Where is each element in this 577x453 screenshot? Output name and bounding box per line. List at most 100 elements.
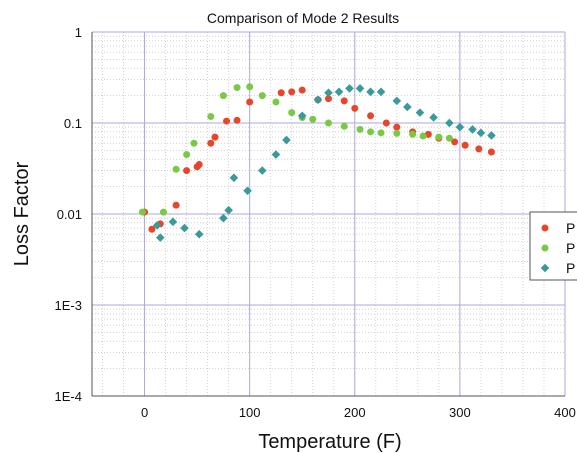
series-1-point-17 <box>367 128 375 136</box>
series-2-point-27 <box>476 128 486 138</box>
series-0-point-7 <box>207 139 215 147</box>
series-0-point-9 <box>223 117 231 125</box>
series-1-point-0 <box>138 208 146 216</box>
series-2-point-15 <box>334 87 344 97</box>
series-0-point-23 <box>424 130 432 138</box>
series-2-point-6 <box>224 205 233 215</box>
series-0-point-6 <box>195 160 203 168</box>
x-tick-label-100: 100 <box>239 405 261 420</box>
series-0-point-17 <box>340 97 348 105</box>
series-1-point-20 <box>409 130 417 138</box>
legend: PPP <box>529 211 577 281</box>
chart-title: Comparison of Mode 2 Results <box>207 10 399 26</box>
series-2-point-7 <box>229 173 239 183</box>
series-2-point-24 <box>445 118 454 128</box>
series-0-point-13 <box>288 88 296 96</box>
legend-marker-1 <box>541 244 549 252</box>
series-0-point-26 <box>461 141 469 149</box>
legend-label-1: P <box>566 240 575 256</box>
series-1-point-6 <box>219 92 227 100</box>
series-0-point-19 <box>367 112 375 120</box>
data-marks <box>138 83 496 242</box>
y-tick-label-1: 1E-3 <box>55 298 82 313</box>
series-2-point-19 <box>376 87 386 97</box>
series-2-point-17 <box>355 84 365 93</box>
series-2-point-20 <box>392 96 402 106</box>
series-1-point-9 <box>258 92 266 100</box>
series-1-point-7 <box>233 84 241 92</box>
series-1-point-23 <box>445 134 453 142</box>
series-1-point-10 <box>272 98 280 106</box>
series-2-point-25 <box>455 122 465 132</box>
series-1-point-21 <box>419 132 427 140</box>
series-2-point-12 <box>297 111 307 121</box>
y-tick-label-0: 1E-4 <box>55 389 82 404</box>
legend-marker-2 <box>540 263 550 273</box>
series-2-point-4 <box>194 229 204 239</box>
legend-marker-0 <box>541 224 549 232</box>
series-0-point-11 <box>246 98 254 106</box>
series-0-point-18 <box>351 104 359 112</box>
y-tick-label-4: 1 <box>75 25 82 40</box>
series-1 <box>138 83 453 216</box>
series-2-point-21 <box>403 102 412 112</box>
series-0-point-25 <box>451 138 459 146</box>
series-2-point-16 <box>345 84 354 93</box>
series-2 <box>152 84 496 242</box>
series-0-point-1 <box>148 225 156 233</box>
series-1-point-1 <box>159 208 167 216</box>
series-2-point-0 <box>152 221 162 230</box>
series-1-point-19 <box>393 129 401 137</box>
series-0-point-10 <box>233 116 241 124</box>
series-0-point-28 <box>487 148 495 156</box>
series-1-point-15 <box>340 122 348 130</box>
legend-label-0: P <box>566 220 575 236</box>
series-2-point-23 <box>429 113 438 122</box>
legend-box <box>529 211 577 281</box>
series-0-point-27 <box>475 145 483 153</box>
series-0-point-8 <box>211 133 219 141</box>
series-2-point-18 <box>366 87 375 97</box>
series-1-point-16 <box>356 125 364 133</box>
series-0-point-14 <box>298 86 306 94</box>
x-axis-title: Temperature (F) <box>258 431 401 453</box>
x-tick-label-200: 200 <box>344 405 366 420</box>
grid <box>92 31 566 397</box>
series-2-point-1 <box>156 233 165 242</box>
series-2-point-22 <box>415 108 425 117</box>
series-2-point-10 <box>271 150 281 159</box>
series-2-point-13 <box>313 95 323 105</box>
series-1-point-2 <box>172 165 180 173</box>
series-1-point-8 <box>246 83 254 91</box>
series-1-point-11 <box>288 109 296 117</box>
series-2-point-26 <box>468 125 477 134</box>
legend-label-2: P <box>566 260 575 276</box>
y-axis-title: Loss Factor <box>11 161 33 266</box>
series-2-point-9 <box>257 166 267 175</box>
series-2-point-28 <box>487 131 496 140</box>
series-2-point-8 <box>243 186 252 196</box>
series-2-point-14 <box>324 88 333 98</box>
series-0-point-16 <box>325 95 332 103</box>
x-tick-label-400: 400 <box>554 405 576 420</box>
series-1-point-5 <box>207 112 215 120</box>
x-tick-label-0: 0 <box>141 405 148 420</box>
y-tick-label-2: 0.01 <box>57 207 82 222</box>
y-tick-label-3: 0.1 <box>64 116 82 131</box>
series-2-point-5 <box>219 213 228 223</box>
series-2-point-3 <box>180 223 189 233</box>
series-1-point-3 <box>183 151 191 159</box>
series-0-point-3 <box>172 201 180 209</box>
series-0-point-20 <box>382 119 390 127</box>
x-tick-label-300: 300 <box>449 405 471 420</box>
series-1-point-22 <box>435 133 443 141</box>
series-1-point-18 <box>377 129 385 137</box>
series-2-point-11 <box>282 135 291 145</box>
series-1-point-14 <box>325 119 332 127</box>
plot-area: 0 100 200 300 400 1E-4 1E-3 0.01 0.1 1 <box>55 25 576 420</box>
series-0-point-12 <box>277 89 285 97</box>
series-0-point-4 <box>183 167 191 175</box>
axes: 0 100 200 300 400 1E-4 1E-3 0.01 0.1 1 <box>55 25 576 420</box>
series-1-point-4 <box>190 139 198 147</box>
